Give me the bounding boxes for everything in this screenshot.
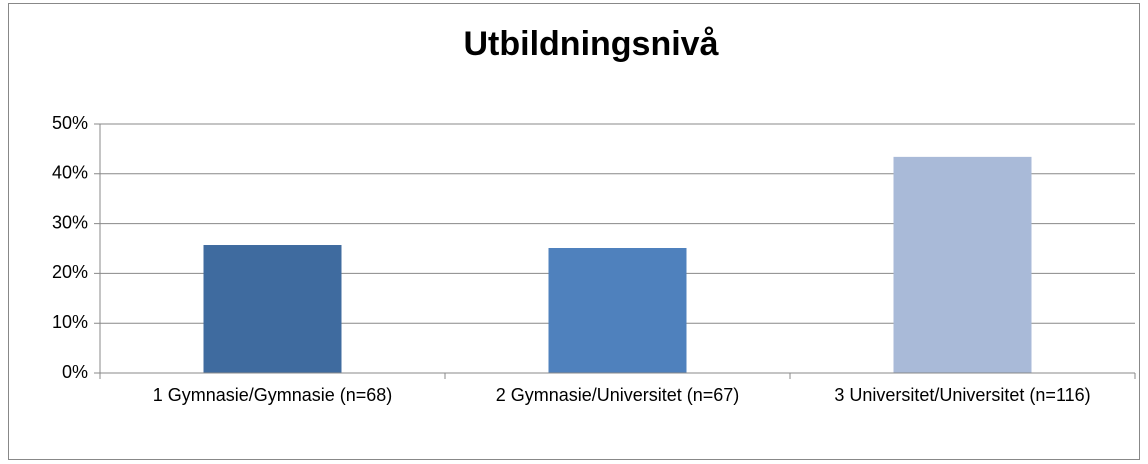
- y-tick-label: 0%: [62, 362, 88, 382]
- y-tick-label: 10%: [52, 312, 88, 332]
- bar: [203, 245, 342, 373]
- y-tick-label: 50%: [52, 113, 88, 133]
- bar: [893, 156, 1032, 373]
- y-tick-label: 40%: [52, 163, 88, 183]
- y-tick-label: 20%: [52, 262, 88, 282]
- bar: [548, 248, 687, 373]
- x-tick-label: 1 Gymnasie/Gymnasie (n=68): [152, 385, 393, 405]
- x-tick-label: 2 Gymnasie/Universitet (n=67): [495, 385, 740, 405]
- chart-title: Utbildningsnivå: [464, 25, 719, 63]
- y-tick-label: 30%: [52, 212, 88, 232]
- x-tick-label: 3 Universitet/Universitet (n=116): [834, 385, 1091, 405]
